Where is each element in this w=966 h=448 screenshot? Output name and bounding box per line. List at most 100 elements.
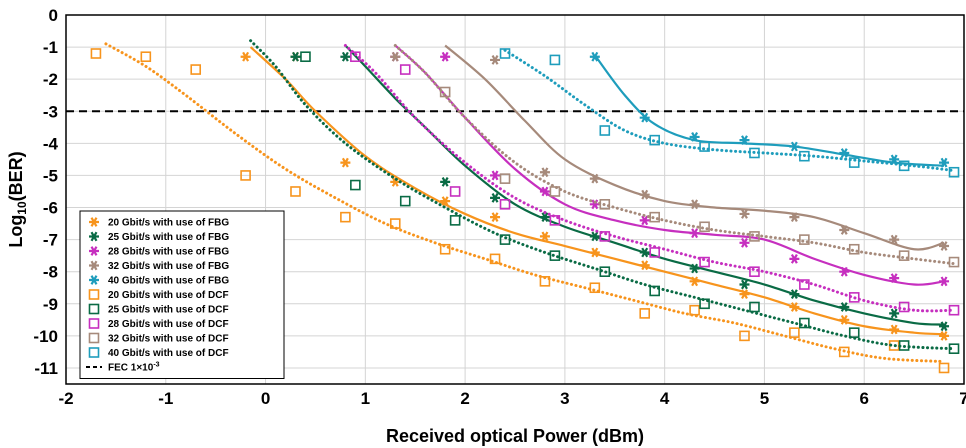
series-fit-line	[593, 54, 945, 167]
data-point	[799, 317, 810, 329]
legend-entry: 40 Gbit/s with use of FBG	[108, 276, 229, 287]
y-tick-label: -11	[34, 359, 58, 378]
y-axis-title: Log10(BER)	[6, 151, 29, 247]
data-point	[789, 289, 800, 300]
data-point	[948, 343, 960, 355]
data-point	[889, 234, 900, 245]
legend-marker	[88, 303, 100, 315]
data-point	[789, 327, 800, 338]
data-point	[539, 231, 550, 242]
data-point	[689, 304, 700, 316]
data-point	[649, 285, 660, 297]
legend-entry: 40 Gbit/s with use of DCF	[108, 348, 229, 359]
data-point	[439, 86, 451, 98]
data-point	[938, 362, 950, 374]
data-point	[440, 196, 451, 206]
y-tick-label: -1	[43, 38, 58, 57]
data-point	[589, 173, 600, 184]
data-point	[499, 234, 511, 245]
data-point	[440, 176, 451, 187]
series-layer	[90, 39, 960, 374]
x-tick-label: -2	[58, 389, 73, 408]
series-10	[499, 48, 960, 178]
data-point	[549, 250, 561, 261]
series-fit-line	[394, 44, 945, 286]
x-tick-label: 3	[560, 389, 569, 408]
x-tick-label: -1	[158, 389, 173, 408]
series-7	[249, 39, 960, 355]
data-point	[889, 324, 900, 335]
legend-entry: 25 Gbit/s with use of DCF	[108, 305, 229, 316]
data-point	[939, 157, 950, 168]
data-point	[699, 221, 710, 233]
data-point	[350, 51, 361, 63]
y-tick-label: -8	[43, 263, 58, 282]
data-point	[739, 237, 750, 248]
legend-marker	[89, 217, 99, 227]
data-point	[599, 199, 611, 210]
y-axis-title-sub: 10	[15, 201, 29, 215]
data-point	[449, 215, 461, 226]
data-point	[539, 167, 550, 178]
legend-entry: 32 Gbit/s with use of FBG	[108, 261, 229, 272]
data-point	[350, 179, 361, 191]
data-point	[839, 148, 850, 158]
legend-entry: 28 Gbit/s with use of DCF	[108, 319, 229, 330]
y-axis-title-tail: (BER)	[6, 151, 26, 201]
y-tick-label: -5	[43, 166, 58, 185]
data-point	[440, 51, 451, 62]
data-point	[399, 64, 411, 75]
legend-marker	[88, 332, 100, 344]
data-point	[889, 308, 900, 319]
y-tick-label: -6	[43, 199, 58, 218]
data-point	[539, 212, 550, 223]
series-fit-line	[344, 44, 945, 326]
data-point	[939, 276, 950, 287]
data-point	[939, 330, 950, 341]
data-point	[490, 170, 501, 181]
data-point	[290, 51, 301, 62]
legend-entry: 20 Gbit/s with use of FBG	[108, 218, 229, 229]
series-8	[343, 43, 960, 316]
data-point	[699, 141, 710, 152]
data-point	[699, 256, 710, 268]
tick-labels: -2 -1 0 1 2 3 4 5 6 70-1-2-3-4-5-6-7-8-9-10-11	[33, 6, 966, 408]
series-9	[393, 43, 960, 268]
data-point	[749, 301, 760, 313]
series-fit-line	[249, 46, 945, 336]
data-point	[739, 289, 750, 300]
data-point	[799, 279, 810, 290]
data-point	[390, 51, 401, 62]
data-point	[539, 186, 550, 197]
data-point	[589, 247, 600, 258]
data-point	[549, 54, 561, 66]
data-point	[739, 135, 750, 146]
legend-entry-fec: FEC 1×10-3	[108, 362, 160, 374]
data-point	[848, 327, 860, 338]
data-point	[789, 253, 800, 264]
x-tick-label: 7	[959, 389, 966, 408]
series-6	[90, 42, 950, 374]
series-5	[589, 51, 950, 168]
legend-entry: 20 Gbit/s with use of DCF	[108, 290, 229, 301]
data-point	[389, 218, 401, 229]
data-point	[838, 346, 850, 358]
data-point	[190, 64, 202, 75]
data-point	[539, 276, 551, 287]
data-point	[889, 154, 900, 165]
legend-marker	[89, 231, 99, 242]
data-point	[689, 132, 700, 142]
data-point	[689, 228, 700, 239]
series-2	[290, 44, 950, 332]
series-fit-line	[249, 39, 956, 351]
data-point	[898, 301, 910, 313]
plot-frame	[65, 14, 965, 385]
data-point	[739, 209, 750, 219]
data-point	[599, 231, 611, 242]
legend-marker	[88, 347, 100, 358]
legend-entry: 28 Gbit/s with use of FBG	[108, 247, 229, 258]
data-point	[589, 51, 600, 62]
data-point	[90, 48, 102, 59]
y-tick-label: -4	[43, 134, 59, 153]
data-point	[300, 51, 311, 63]
